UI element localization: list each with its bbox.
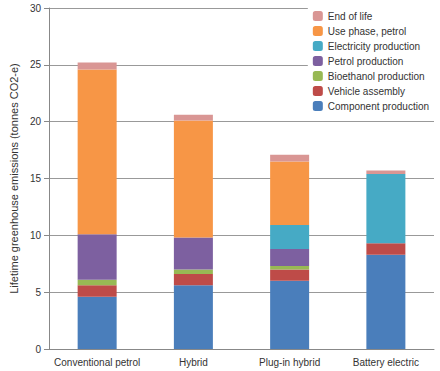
svg-text:Bioethanol production: Bioethanol production: [328, 71, 425, 82]
svg-text:25: 25: [30, 59, 42, 70]
svg-text:Battery electric: Battery electric: [353, 357, 419, 368]
svg-text:0: 0: [35, 344, 41, 355]
svg-text:Petrol production: Petrol production: [328, 56, 404, 67]
svg-text:End of life: End of life: [328, 11, 373, 22]
svg-text:Lifetime greenhouse emissions: Lifetime greenhouse emissions (tonnes CO…: [8, 63, 20, 294]
svg-text:Vehicle assembly: Vehicle assembly: [328, 86, 405, 97]
svg-text:Use phase, petrol: Use phase, petrol: [328, 26, 406, 37]
svg-text:15: 15: [30, 173, 42, 184]
svg-text:10: 10: [30, 230, 42, 241]
svg-text:30: 30: [30, 3, 42, 14]
svg-text:20: 20: [30, 116, 42, 127]
svg-text:Conventional petrol: Conventional petrol: [54, 357, 140, 368]
svg-text:Component production: Component production: [328, 101, 429, 112]
svg-text:Electricity production: Electricity production: [328, 41, 420, 52]
svg-text:Plug-in hybrid: Plug-in hybrid: [259, 357, 320, 368]
svg-text:Hybrid: Hybrid: [179, 357, 208, 368]
svg-text:5: 5: [35, 287, 41, 298]
